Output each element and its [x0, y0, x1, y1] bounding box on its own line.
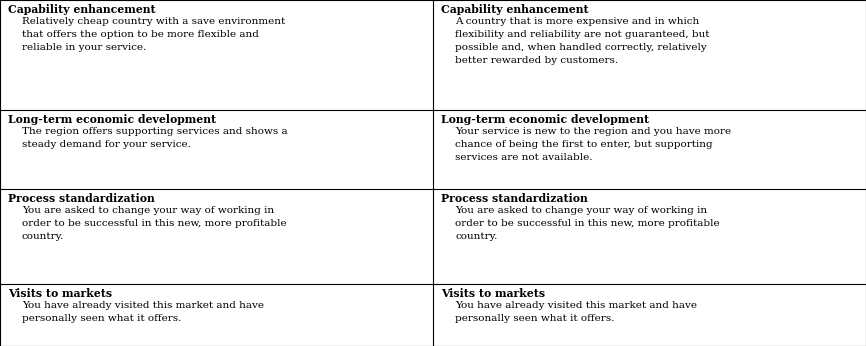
Text: Capability enhancement: Capability enhancement — [441, 4, 589, 15]
Text: Long-term economic development: Long-term economic development — [441, 114, 650, 125]
Text: Process standardization: Process standardization — [8, 193, 155, 204]
Text: You are asked to change your way of working in
order to be successful in this ne: You are asked to change your way of work… — [455, 206, 720, 241]
Text: Long-term economic development: Long-term economic development — [8, 114, 216, 125]
Text: Your service is new to the region and you have more
chance of being the first to: Your service is new to the region and yo… — [455, 127, 731, 162]
Text: You are asked to change your way of working in
order to be successful in this ne: You are asked to change your way of work… — [22, 206, 287, 241]
Text: Visits to markets: Visits to markets — [441, 288, 545, 299]
Text: Relatively cheap country with a save environment
that offers the option to be mo: Relatively cheap country with a save env… — [22, 17, 285, 52]
Text: You have already visited this market and have
personally seen what it offers.: You have already visited this market and… — [22, 301, 264, 323]
Text: The region offers supporting services and shows a
steady demand for your service: The region offers supporting services an… — [22, 127, 288, 149]
Text: A country that is more expensive and in which
flexibility and reliability are no: A country that is more expensive and in … — [455, 17, 709, 65]
Text: You have already visited this market and have
personally seen what it offers.: You have already visited this market and… — [455, 301, 697, 323]
Text: Visits to markets: Visits to markets — [8, 288, 112, 299]
Text: Process standardization: Process standardization — [441, 193, 588, 204]
Text: Capability enhancement: Capability enhancement — [8, 4, 156, 15]
